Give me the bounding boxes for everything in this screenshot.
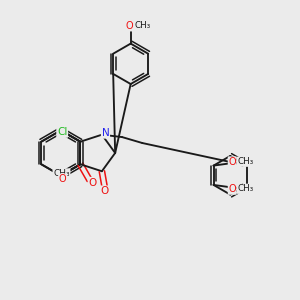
Text: CH₃: CH₃ bbox=[53, 169, 70, 178]
Text: CH₃: CH₃ bbox=[238, 157, 254, 166]
Text: CH₃: CH₃ bbox=[134, 21, 151, 30]
Text: CH₃: CH₃ bbox=[238, 184, 254, 193]
Text: O: O bbox=[59, 174, 66, 184]
Text: O: O bbox=[125, 21, 133, 31]
Text: N: N bbox=[102, 128, 109, 138]
Text: Cl: Cl bbox=[57, 127, 68, 137]
Text: O: O bbox=[88, 178, 97, 188]
Text: O: O bbox=[101, 186, 109, 196]
Text: O: O bbox=[228, 184, 236, 194]
Text: O: O bbox=[228, 157, 236, 167]
